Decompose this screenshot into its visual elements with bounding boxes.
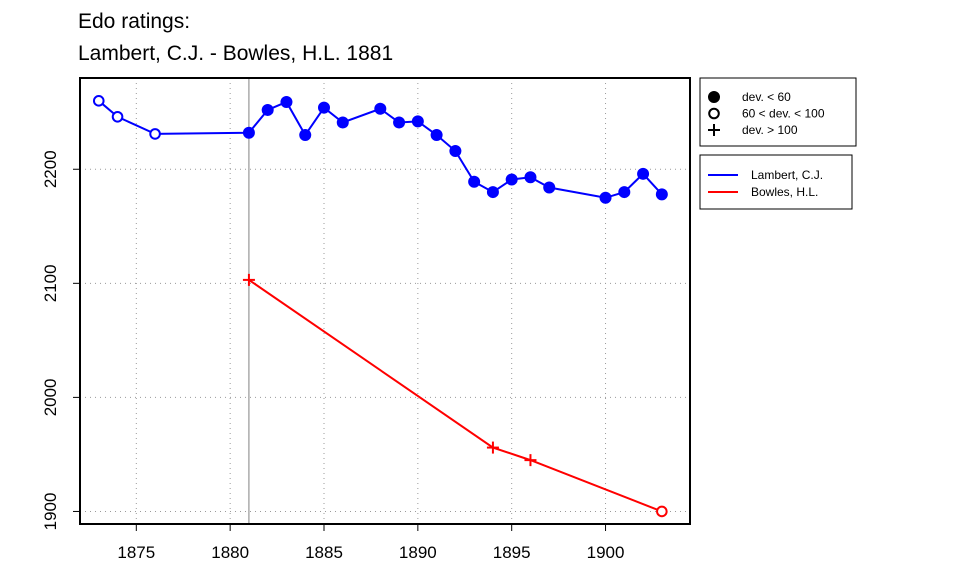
y-tick-label: 2200 bbox=[41, 150, 60, 188]
x-tick-label: 1900 bbox=[587, 543, 625, 562]
data-point bbox=[655, 188, 668, 201]
data-point bbox=[468, 175, 481, 188]
x-tick-label: 1875 bbox=[117, 543, 155, 562]
data-point bbox=[524, 171, 537, 184]
data-point bbox=[280, 95, 293, 108]
series-line bbox=[248, 279, 663, 513]
data-point bbox=[524, 454, 537, 467]
series-legend-box bbox=[699, 154, 853, 210]
data-point bbox=[599, 191, 612, 204]
data-point bbox=[111, 110, 124, 123]
data-point bbox=[374, 102, 387, 115]
data-point bbox=[318, 101, 330, 114]
data-point bbox=[393, 116, 406, 129]
data-point bbox=[486, 186, 499, 199]
series-legend: Lambert, C.J. Bowles, H.L. bbox=[699, 154, 853, 210]
legend-label: dev. > 100 bbox=[742, 123, 798, 137]
series-line bbox=[98, 100, 663, 199]
grid-lines bbox=[80, 78, 690, 524]
chart-title: Edo ratings: bbox=[78, 10, 190, 33]
x-tick-label: 1885 bbox=[305, 543, 343, 562]
marker-legend: dev. < 60 60 < dev. < 100 dev. > 100 bbox=[699, 77, 857, 147]
data-point bbox=[242, 126, 255, 139]
data-point bbox=[543, 181, 556, 194]
marker-legend-box bbox=[699, 77, 857, 147]
chart-subtitle: Lambert, C.J. - Bowles, H.L. 1881 bbox=[78, 42, 393, 65]
data-point bbox=[336, 116, 349, 129]
series-0 bbox=[92, 95, 668, 204]
data-point bbox=[242, 273, 255, 286]
legend-marker-plus bbox=[708, 124, 720, 136]
y-tick-label: 2100 bbox=[41, 264, 60, 302]
legend-marker-open-circle bbox=[708, 107, 720, 120]
data-point bbox=[430, 129, 443, 142]
x-tick-label: 1890 bbox=[399, 543, 437, 562]
legend-label: Lambert, C.J. bbox=[751, 168, 823, 182]
x-tick-label: 1895 bbox=[493, 543, 531, 562]
plot-frame bbox=[79, 77, 691, 525]
data-point bbox=[656, 505, 668, 518]
x-tick-label: 1880 bbox=[211, 543, 249, 562]
data-point bbox=[411, 115, 424, 128]
axes: 1875 1880 1885 1890 1895 1900 1900 2000 2100 2200 bbox=[41, 150, 624, 562]
data-point bbox=[637, 167, 650, 180]
series-layer bbox=[92, 95, 668, 518]
y-tick-label: 2000 bbox=[41, 378, 60, 416]
data-point bbox=[505, 173, 518, 186]
data-point bbox=[618, 186, 631, 199]
y-tick-label: 1900 bbox=[41, 493, 60, 531]
legend-label: 60 < dev. < 100 bbox=[742, 107, 825, 121]
data-point bbox=[261, 103, 274, 116]
data-point bbox=[299, 129, 312, 142]
data-point bbox=[449, 145, 462, 158]
series-1 bbox=[242, 273, 668, 518]
legend-label: dev. < 60 bbox=[742, 90, 791, 104]
data-point bbox=[92, 95, 105, 107]
data-point bbox=[486, 441, 499, 454]
data-point bbox=[149, 128, 161, 140]
legend-label: Bowles, H.L. bbox=[751, 185, 818, 199]
legend-marker-filled-circle bbox=[708, 91, 720, 103]
